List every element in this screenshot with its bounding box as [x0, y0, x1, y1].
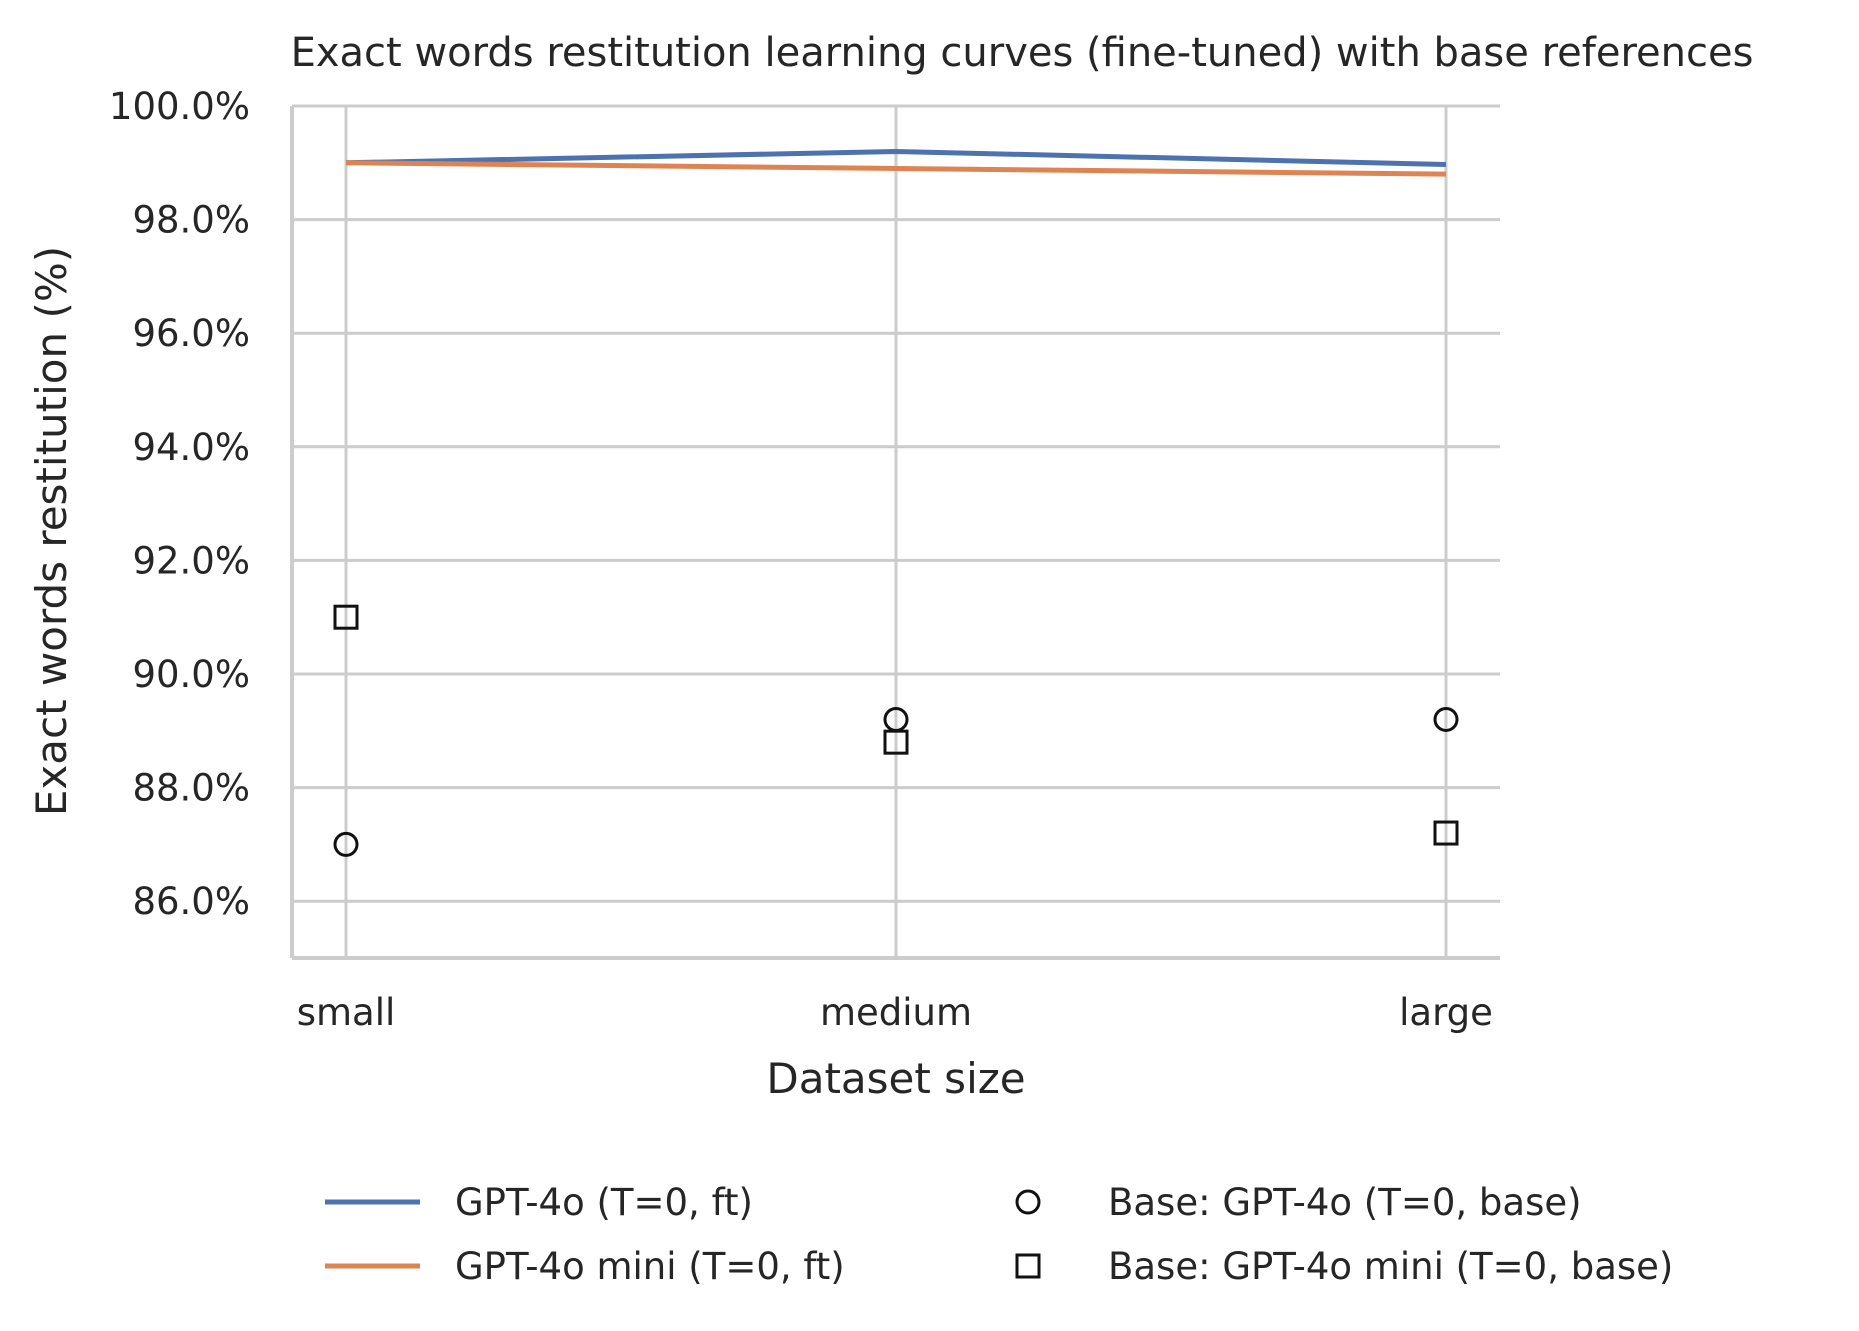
y-axis-label: Exact words restitution (%): [27, 246, 76, 816]
x-tick-label: large: [1399, 991, 1493, 1034]
axis-spines: [290, 106, 1500, 960]
y-tick-label: 90.0%: [132, 653, 250, 696]
legend-label: Base: GPT-4o mini (T=0, base): [1108, 1245, 1673, 1288]
series: [333, 148, 1459, 857]
y-tick-labels: 86.0% 88.0% 90.0% 92.0% 94.0% 96.0% 98.0% 100.0…: [109, 85, 250, 923]
legend-label: GPT-4o (T=0, ft): [455, 1181, 753, 1224]
x-tick-label: medium: [820, 991, 972, 1034]
y-tick-label: 96.0%: [132, 312, 250, 355]
y-tick-label: 88.0%: [132, 767, 250, 810]
series-line: [345, 160, 1447, 177]
y-tick-label: 98.0%: [132, 199, 250, 242]
base-gpt4o-marker: [1433, 706, 1459, 732]
x-tick-label: small: [297, 991, 396, 1034]
base-gpt4o-mini-marker: [1433, 820, 1459, 846]
base-gpt4o-mini-marker: [333, 604, 359, 630]
chart-title: Exact words restitution learning curves …: [291, 30, 1754, 76]
y-tick-label: 100.0%: [109, 85, 250, 128]
y-tick-label: 86.0%: [132, 880, 250, 923]
x-axis-label: Dataset size: [766, 1054, 1025, 1103]
base-gpt4o-marker: [333, 831, 359, 857]
grid: [292, 104, 1500, 958]
y-tick-label: 92.0%: [132, 539, 250, 582]
y-tick-label: 94.0%: [132, 426, 250, 469]
legend-circle-swatch: [1015, 1189, 1041, 1215]
legend-square-swatch: [1015, 1253, 1041, 1279]
legend-label: Base: GPT-4o (T=0, base): [1108, 1181, 1582, 1224]
legend-label: GPT-4o mini (T=0, ft): [455, 1245, 845, 1288]
base-gpt4o-mini-marker: [883, 729, 909, 755]
legend: GPT-4o (T=0, ft) GPT-4o mini (T=0, ft) Bas…: [325, 1181, 1673, 1288]
series-line: [345, 148, 1447, 168]
x-tick-labels: small medium large: [297, 991, 1493, 1034]
